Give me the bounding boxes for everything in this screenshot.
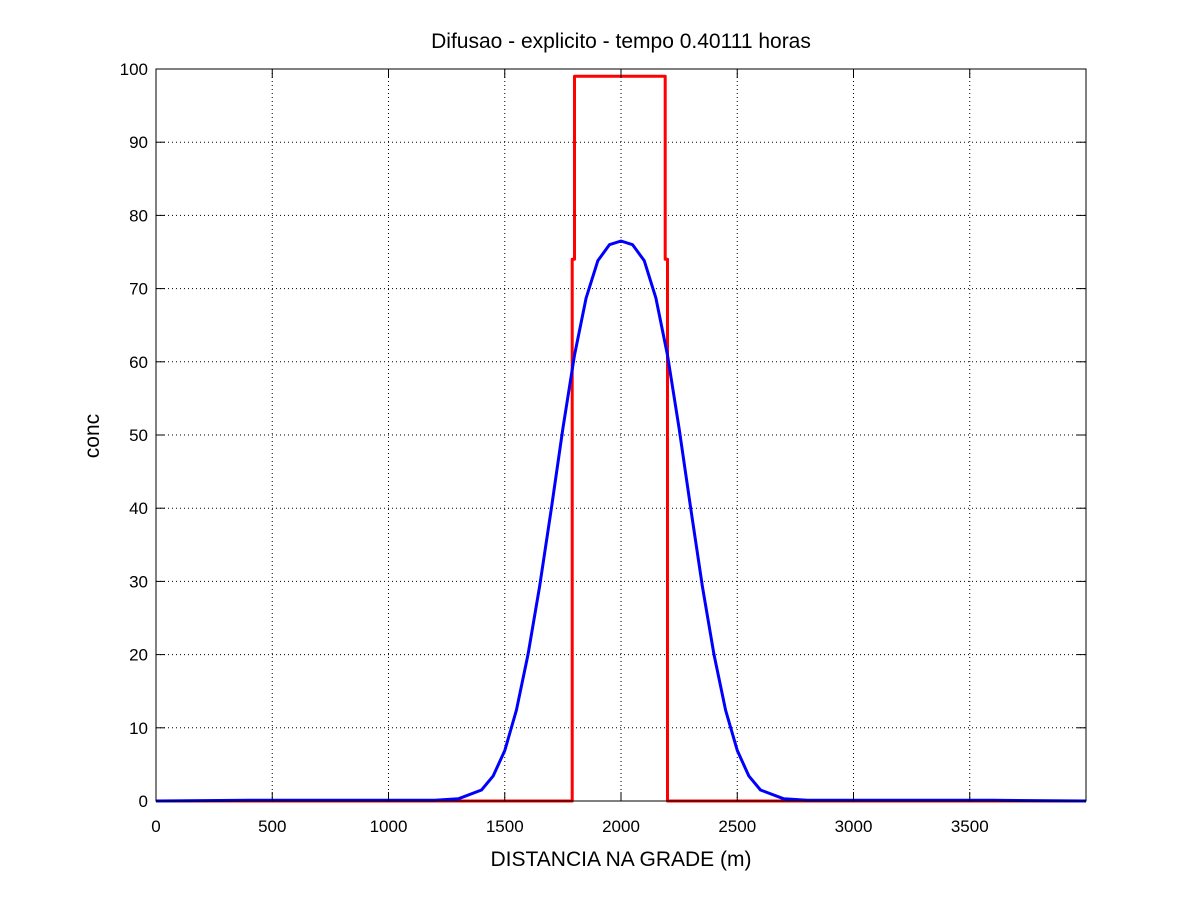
- y-tick-label: 0: [139, 792, 148, 811]
- y-tick-label: 10: [129, 719, 148, 738]
- y-tick-label: 70: [129, 280, 148, 299]
- x-tick-label: 1500: [486, 817, 524, 836]
- x-axis-label: DISTANCIA NA GRADE (m): [491, 848, 752, 871]
- grid: [156, 69, 1086, 801]
- ticks: 0 500 1000 1500 2000 2500 3000 3500 0 10 20 30 40 50 6…: [120, 60, 1086, 836]
- series-layer: [155, 74, 1087, 803]
- y-tick-label: 20: [129, 646, 148, 665]
- x-tick-label: 3000: [835, 817, 873, 836]
- series-line-1: [156, 74, 1086, 803]
- x-tick-label: 3500: [951, 817, 989, 836]
- y-tick-label: 40: [129, 499, 148, 518]
- x-tick-label: 1000: [370, 817, 408, 836]
- y-axis-label: conc: [81, 414, 104, 458]
- y-tick-label: 80: [129, 206, 148, 225]
- x-tick-label: 2500: [718, 817, 756, 836]
- y-tick-label: 50: [129, 426, 148, 445]
- y-tick-label: 60: [129, 353, 148, 372]
- y-tick-label: 100: [120, 60, 148, 79]
- y-tick-label: 30: [129, 572, 148, 591]
- chart-title: Difusao - explicito - tempo 0.40111 hora…: [431, 30, 811, 53]
- x-tick-label: 500: [258, 817, 286, 836]
- x-tick-label: 2000: [602, 817, 640, 836]
- x-tick-label: 0: [151, 817, 160, 836]
- series-line-2: [155, 239, 1087, 803]
- y-tick-label: 90: [129, 133, 148, 152]
